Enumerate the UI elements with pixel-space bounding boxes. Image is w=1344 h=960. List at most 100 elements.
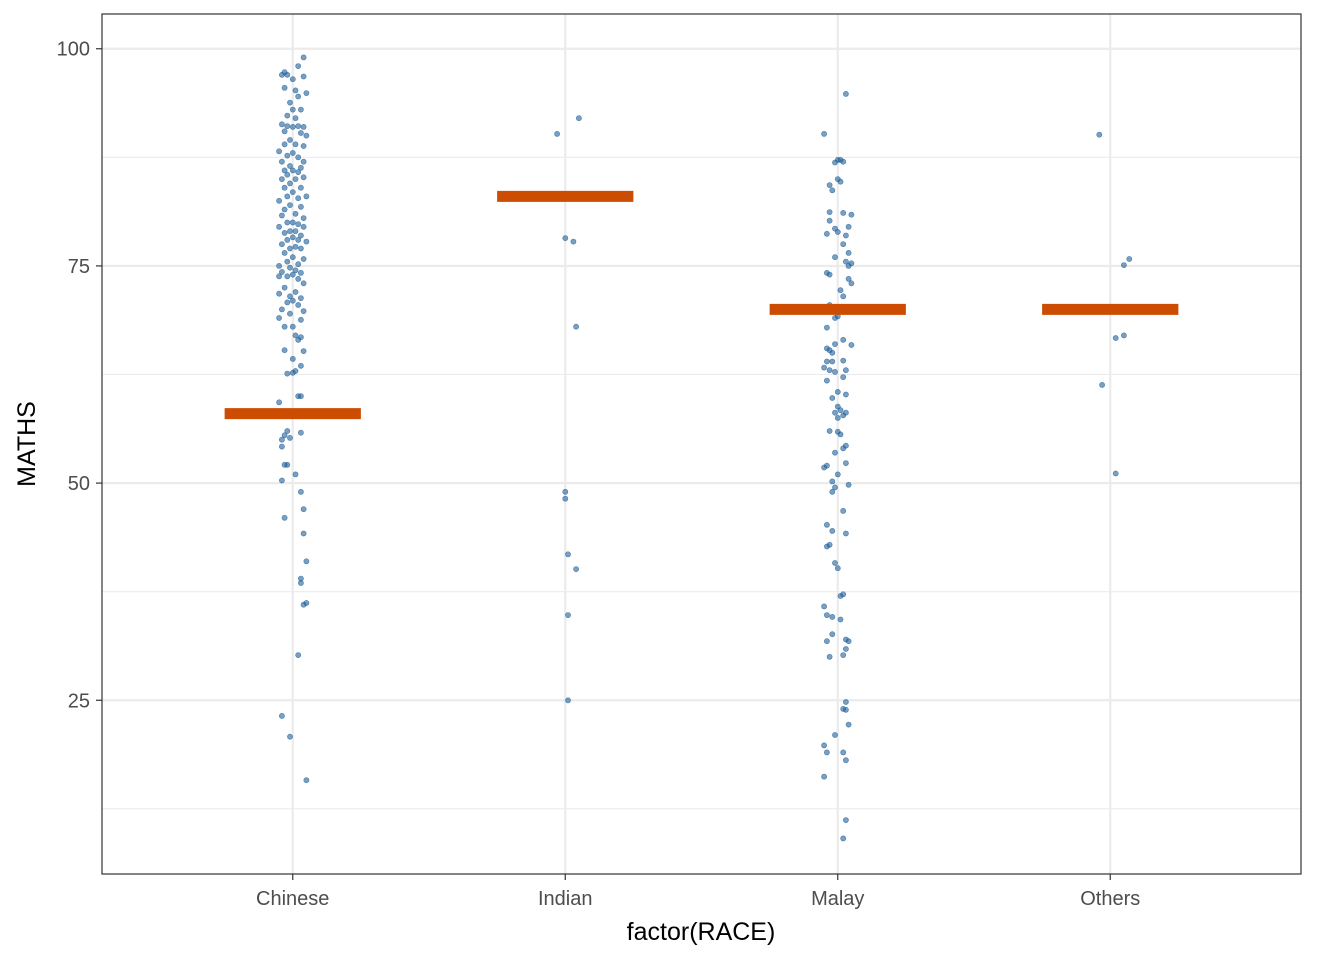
data-point [287,137,293,143]
data-point [287,180,293,187]
data-point [287,163,293,169]
data-point [840,241,847,248]
data-point [303,777,310,784]
median-bars [224,190,1179,420]
data-point [824,230,830,237]
data-point [292,228,299,235]
data-point [284,428,291,434]
data-point [276,197,282,204]
data-point [565,697,571,704]
data-point [284,71,291,78]
data-point [826,209,833,215]
x-axis: Chinese Indian Malay Others [256,874,1140,910]
data-point [824,521,830,528]
data-point [565,612,571,618]
data-point [297,184,304,191]
data-point [1121,262,1127,268]
data-point [824,638,830,645]
data-point [287,733,293,740]
data-point [281,347,288,354]
data-point [289,219,296,226]
data-point [840,445,847,452]
data-point [843,232,849,239]
data-point [300,174,307,181]
data-point [834,388,841,395]
data-point [276,315,282,321]
data-point [284,370,291,377]
data-points [276,54,1133,842]
data-point [826,217,833,224]
data-point [845,249,852,256]
data-point [297,316,304,323]
x-tick-label: Malay [811,888,864,910]
data-point [832,341,838,347]
data-point [297,106,304,113]
data-point [289,254,296,261]
data-point [570,238,577,245]
data-point [276,273,282,280]
data-point [829,488,836,495]
data-point [289,355,296,362]
data-point [295,221,302,228]
data-point [562,235,569,241]
data-point [284,193,291,200]
data-point [300,308,307,314]
data-point [281,184,288,191]
data-point [278,269,285,275]
data-point [278,121,285,128]
data-point [829,395,836,401]
data-point [289,271,296,278]
data-point [834,414,841,421]
data-point [576,115,582,122]
data-point [284,236,291,243]
data-point [278,477,285,484]
data-point [295,154,302,161]
data-point [281,206,288,213]
data-point [289,189,296,195]
data-point [843,646,849,652]
data-point [287,310,293,317]
data-point [829,528,836,534]
data-point [289,76,296,83]
data-point [278,241,285,248]
data-point [837,431,844,438]
data-point [292,141,299,148]
data-point [300,158,307,165]
data-point [289,323,296,330]
data-point [297,232,304,239]
data-point [295,302,302,308]
data-point [840,209,847,216]
data-point [573,566,579,572]
data-point [832,409,838,416]
data-point [843,391,849,398]
data-point [843,817,849,823]
data-point [295,93,302,100]
data-point [837,616,844,623]
data-point [303,193,310,200]
y-axis: 25 50 75 100 [57,39,102,712]
data-point [840,374,847,380]
data-point [287,99,293,106]
data-point [300,280,307,287]
data-point [840,507,847,514]
x-axis-title: factor(RACE) [627,918,776,946]
data-point [843,706,849,713]
data-point [573,323,579,330]
data-point [834,471,841,478]
data-point [832,254,838,261]
data-point [300,215,307,221]
data-point [829,614,836,620]
data-point [303,238,310,245]
data-point [284,299,291,306]
data-point [821,742,827,749]
data-point [565,551,571,558]
data-point [287,202,293,208]
data-point [300,124,307,130]
data-point [295,236,302,243]
data-point [300,530,307,537]
data-point [1096,131,1103,138]
data-point [276,290,282,297]
x-tick-label: Chinese [256,888,329,910]
data-point [1099,381,1105,388]
